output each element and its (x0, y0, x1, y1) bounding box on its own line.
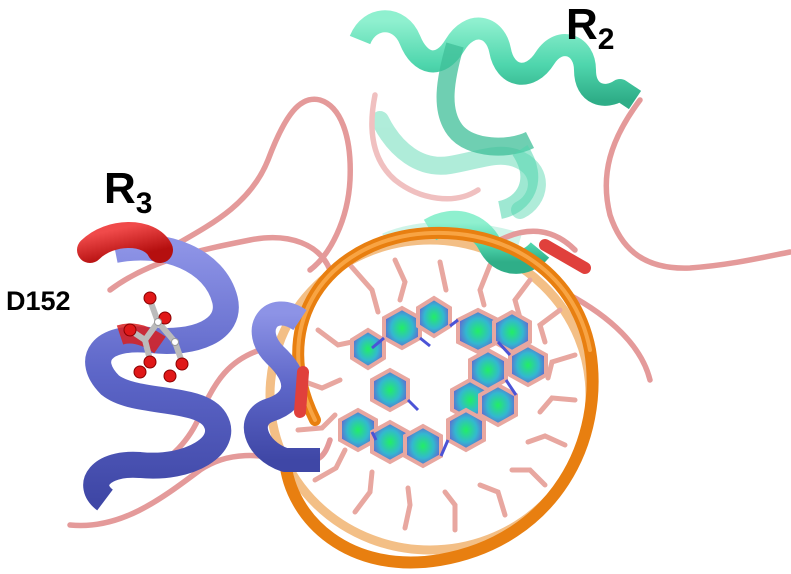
r2-label-letter: R (566, 0, 598, 49)
red-coil-ends (294, 239, 591, 418)
d152-sidechain (123, 291, 189, 383)
r2-label-subscript: 2 (597, 23, 615, 56)
dna-sugar-sticks (295, 257, 578, 533)
r3-helix (77, 222, 239, 511)
d152-residue-label: D152 (6, 286, 71, 316)
base-nitrogen-accents (370, 318, 518, 457)
dna-base-rings (338, 295, 548, 469)
r3-label: R3 (104, 164, 152, 221)
dna-backbone-front (279, 226, 599, 569)
r3-label-letter: R (104, 164, 136, 213)
r3-label-subscript: 3 (135, 187, 153, 220)
blue-helix-inner (243, 301, 320, 472)
r2-label: R2 (566, 0, 614, 57)
coil-loops (67, 92, 791, 529)
